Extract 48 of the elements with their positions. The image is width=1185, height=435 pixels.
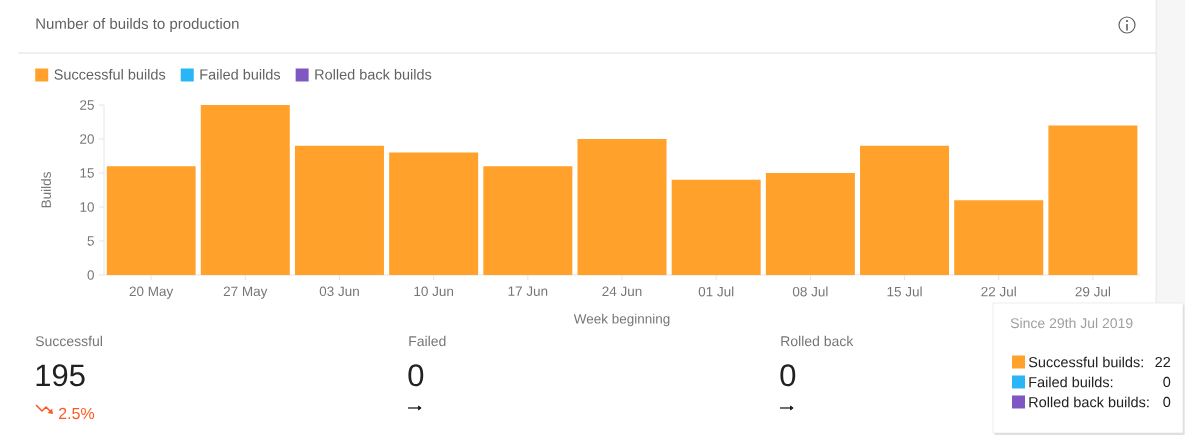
text: 195 [36,364,85,387]
text: 22 [1155,356,1171,368]
text: 0 [780,364,796,387]
x-tick-label: 03 Jun [319,286,359,297]
bar [577,138,667,275]
bar [389,152,479,275]
x-tick-label: 01 Jul [698,286,734,297]
chart-title: Number of builds to production [36,18,239,32]
x-tick-label: 08 Jul [792,286,828,297]
text: Successful builds: [1028,356,1143,368]
y-tick-label: 10 [80,202,94,212]
text: 0 [1163,396,1171,408]
bar [954,200,1044,275]
x-tick-label: 15 Jul [887,286,922,297]
legend-label: Failed builds [200,68,281,80]
y-tick-label: 20 [80,134,94,144]
x-axis-title: Week beginning [573,313,670,327]
bar [1048,125,1138,275]
bar [483,166,573,275]
y-axis-title: Builds [41,172,51,208]
x-tick-label: 22 Jul [981,286,1016,297]
text: 0 [1163,376,1171,388]
bar [106,166,196,275]
x-tick-label: 29 Jul [1075,286,1111,297]
y-tick-label: 25 [80,100,94,110]
text: Rolled back [781,335,854,347]
text: Rolled back builds: [1029,396,1149,408]
legend-label: Rolled back builds [315,68,432,80]
x-tick-label: 27 May [223,286,268,299]
x-tick-label: 10 Jun [414,286,454,297]
x-tick-label: 20 May [129,286,174,299]
text: Since 29th Jul 2019 [1010,317,1133,329]
legend-label: Successful builds [54,68,166,80]
bar [860,145,950,275]
bar [671,179,761,275]
text: 0 [408,364,424,387]
bar [765,172,855,275]
text: 2.5% [59,407,95,420]
x-tick-label: 24 Jun [602,286,642,297]
y-tick-label: 15 [80,168,94,178]
y-tick-label: 5 [87,236,94,246]
text: Failed builds: [1029,376,1113,388]
bar [294,145,384,275]
text: Failed [409,335,446,347]
y-tick-label: 0 [87,270,94,280]
bar [200,104,290,275]
x-tick-label: 17 Jun [508,286,548,296]
text: Successful [35,335,102,347]
